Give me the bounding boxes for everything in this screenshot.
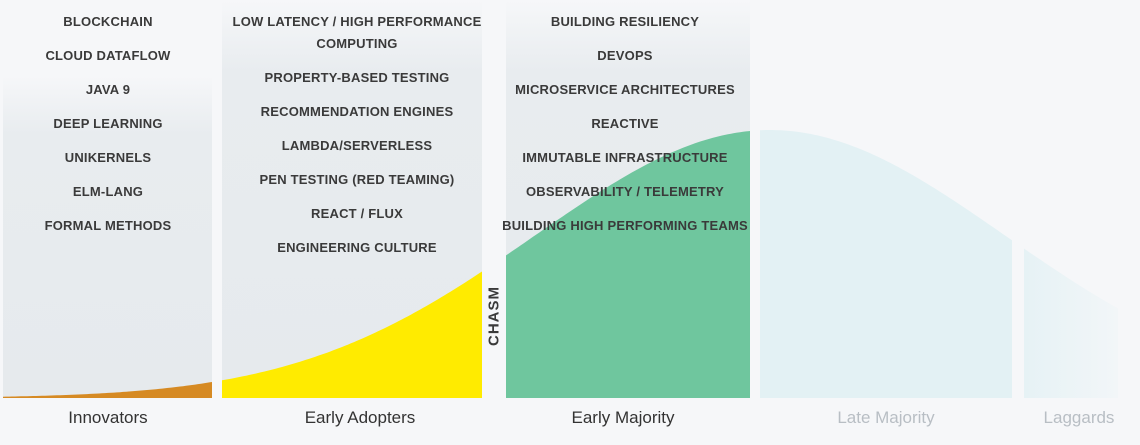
topic-item: LOW LATENCY / HIGH PERFORMANCE — [232, 14, 482, 29]
early-adopters-area — [222, 271, 482, 398]
topic-item: DEVOPS — [597, 48, 653, 63]
topic-item: RECOMMENDATION ENGINES — [260, 104, 454, 119]
chasm-label: CHASM — [485, 286, 503, 346]
topic-item: DEEP LEARNING — [53, 116, 163, 131]
laggards-area — [1024, 248, 1118, 398]
topic-item: ENGINEERING CULTURE — [277, 240, 437, 255]
innovators-area — [3, 382, 212, 398]
early-adopters-label: Early Adopters — [304, 408, 416, 427]
topic-item: REACTIVE — [591, 116, 659, 131]
laggards-label: Laggards — [1043, 408, 1115, 427]
topic-item: ELM-LANG — [72, 184, 144, 199]
innovators-label: Innovators — [68, 408, 148, 427]
topic-item: BLOCKCHAIN — [63, 14, 153, 29]
topic-item: OBSERVABILITY / TELEMETRY — [525, 184, 725, 199]
topic-item: COMPUTING — [316, 36, 398, 51]
topic-item: UNIKERNELS — [64, 150, 152, 165]
early-majority-area — [506, 131, 750, 398]
topic-item: BUILDING RESILIENCY — [550, 14, 700, 29]
topic-item: PEN TESTING (RED TEAMING) — [259, 172, 455, 187]
topic-item: IMMUTABLE INFRASTRUCTURE — [522, 150, 728, 165]
early-majority-label: Early Majority — [571, 408, 675, 427]
topic-item: CLOUD DATAFLOW — [45, 48, 171, 63]
topic-item: JAVA 9 — [85, 82, 131, 97]
innovators-column-bg — [3, 76, 212, 398]
topic-item: LAMBDA/SERVERLESS — [281, 138, 433, 153]
topic-item: FORMAL METHODS — [44, 218, 172, 233]
topic-item: BUILDING HIGH PERFORMING TEAMS — [502, 218, 748, 233]
topic-item: PROPERTY-BASED TESTING — [264, 70, 450, 85]
late-majority-label: Late Majority — [837, 408, 935, 427]
topic-item: REACT / FLUX — [311, 206, 403, 221]
topic-item: MICROSERVICE ARCHITECTURES — [515, 82, 735, 97]
late-majority-area — [760, 130, 1012, 398]
